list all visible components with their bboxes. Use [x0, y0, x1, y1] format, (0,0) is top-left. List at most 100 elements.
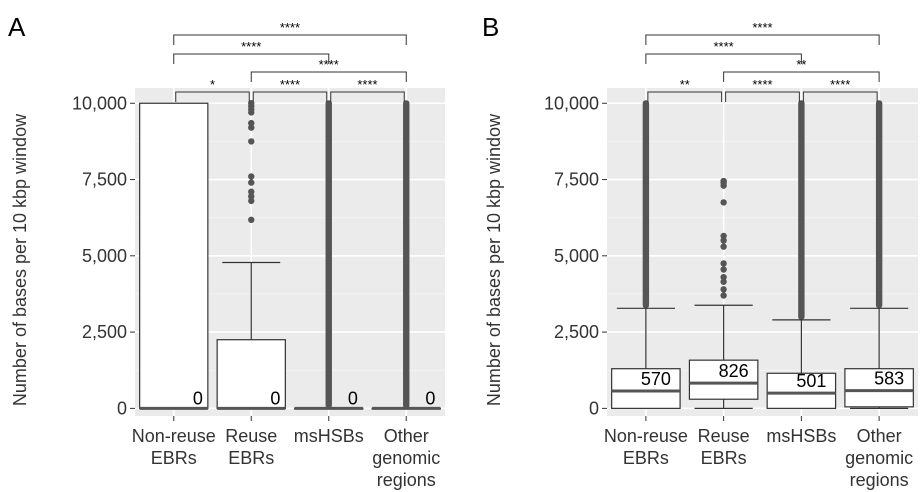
outlier-point: [720, 237, 727, 244]
bracket-line: [173, 53, 330, 64]
box-1: 826: [688, 177, 759, 409]
median-value-label: 0: [348, 388, 358, 408]
outlier-point: [720, 243, 727, 250]
significance-bracket: ****: [725, 77, 800, 102]
x-tick-label-line: Non-reuse: [132, 426, 216, 446]
significance-label: ****: [830, 77, 850, 92]
x-tick-label-line: genomic: [845, 448, 913, 468]
y-tick-label: 10,000: [544, 93, 599, 113]
significance-label: ****: [280, 20, 300, 35]
x-tick-label-line: EBRs: [701, 448, 747, 468]
bracket-line: [175, 91, 250, 102]
y-tick-label: 7,500: [554, 170, 599, 190]
x-tick-label-line: regions: [850, 470, 909, 490]
median-value-label: 570: [641, 369, 671, 389]
outlier-point: [720, 286, 727, 293]
median-value-label: 501: [796, 371, 826, 391]
bracket-line: [725, 91, 800, 102]
panel-b: B 0 2,500 5,000 7,500 10,000 Number of bases p…: [482, 12, 918, 490]
bracket-line: [250, 71, 407, 82]
y-axis-title: Number of bases per 10 kbp window: [484, 113, 504, 406]
outlier-point: [248, 193, 255, 200]
outlier-point: [720, 266, 727, 273]
outlier-point: [248, 124, 255, 131]
significance-bracket: ****: [645, 39, 802, 64]
significance-bracket: *: [175, 77, 250, 102]
box-2: 0: [294, 100, 364, 410]
significance-bracket: **: [723, 57, 880, 82]
bracket-line: [252, 91, 328, 102]
outlier-point: [720, 232, 727, 240]
outlier-band: [798, 100, 805, 320]
outlier-band: [642, 100, 650, 309]
bracket-line: [645, 53, 802, 64]
y-tick-label: 5,000: [554, 246, 599, 266]
y-tick-label: 7,500: [82, 170, 127, 190]
bracket-line: [647, 91, 723, 102]
outlier-point: [720, 260, 727, 267]
box-3: 583: [844, 100, 914, 409]
y-axis-title: Number of bases per 10 kbp window: [10, 113, 30, 406]
significance-bracket: ****: [645, 20, 880, 45]
panel-letter: A: [8, 12, 26, 42]
x-tick-label-line: EBRs: [623, 448, 669, 468]
outlier-point: [248, 119, 255, 127]
significance-bracket: ****: [173, 39, 330, 64]
x-tick-label: Reuse EBRs: [225, 426, 277, 468]
significance-bracket: ****: [252, 77, 328, 102]
median-value-label: 0: [425, 388, 435, 408]
x-tick-label: Reuse EBRs: [698, 426, 750, 468]
outlier-point: [720, 292, 727, 299]
significance-label: ****: [280, 77, 300, 92]
x-tick-label: msHSBs: [766, 426, 836, 446]
x-tick-label-line: genomic: [372, 448, 440, 468]
outlier-point: [720, 273, 727, 281]
x-tick-label-line: Reuse: [225, 426, 277, 446]
outlier-point: [248, 179, 255, 186]
x-tick-label-line: regions: [377, 470, 436, 490]
box-body: [844, 368, 914, 408]
bracket-line: [802, 91, 878, 102]
significance-label: ****: [752, 20, 772, 35]
outlier-point: [248, 197, 255, 205]
x-tick-label-line: Other: [857, 426, 902, 446]
significance-bracket: ****: [250, 57, 407, 82]
significance-label: ****: [752, 77, 772, 92]
box-body: [611, 368, 681, 409]
y-tick-label: 2,500: [82, 322, 127, 342]
outlier-point: [720, 177, 727, 185]
outlier-band: [875, 100, 883, 309]
significance-bracket: ****: [330, 77, 405, 102]
x-tick-label-line: Non-reuse: [604, 426, 688, 446]
y-tick-label: 0: [117, 398, 127, 418]
median-value-label: 826: [719, 361, 749, 381]
box-body: [688, 359, 759, 400]
box-body: [139, 102, 209, 409]
significance-label: *: [210, 77, 215, 92]
significance-bracket: ****: [802, 77, 878, 102]
x-tick-label: msHSBs: [294, 426, 364, 446]
x-tick-label-line: msHSBs: [294, 426, 364, 446]
significance-label: **: [796, 57, 806, 72]
y-tick-label: 5,000: [82, 246, 127, 266]
box-body: [766, 372, 837, 409]
x-tick-label-line: EBRs: [151, 448, 197, 468]
significance-bracket: **: [647, 77, 723, 102]
x-tick-label: Other genomic regions: [372, 426, 440, 490]
median-value-label: 583: [874, 369, 904, 389]
median-value-label: 0: [270, 388, 280, 408]
significance-label: ****: [319, 57, 339, 72]
box-0: 0: [139, 102, 209, 410]
x-tick-label-line: msHSBs: [766, 426, 836, 446]
significance-label: ****: [357, 77, 377, 92]
x-tick-label-line: Other: [384, 426, 429, 446]
y-tick-label: 10,000: [72, 93, 127, 113]
x-tick-label: Non-reuse EBRs: [604, 426, 688, 468]
x-tick-label: Other genomic regions: [845, 426, 913, 490]
box-body: [216, 339, 286, 409]
box-0: 570: [611, 100, 681, 409]
x-tick-label: Non-reuse EBRs: [132, 426, 216, 468]
box-2: 501: [766, 100, 837, 409]
box-3: 0: [371, 100, 441, 410]
